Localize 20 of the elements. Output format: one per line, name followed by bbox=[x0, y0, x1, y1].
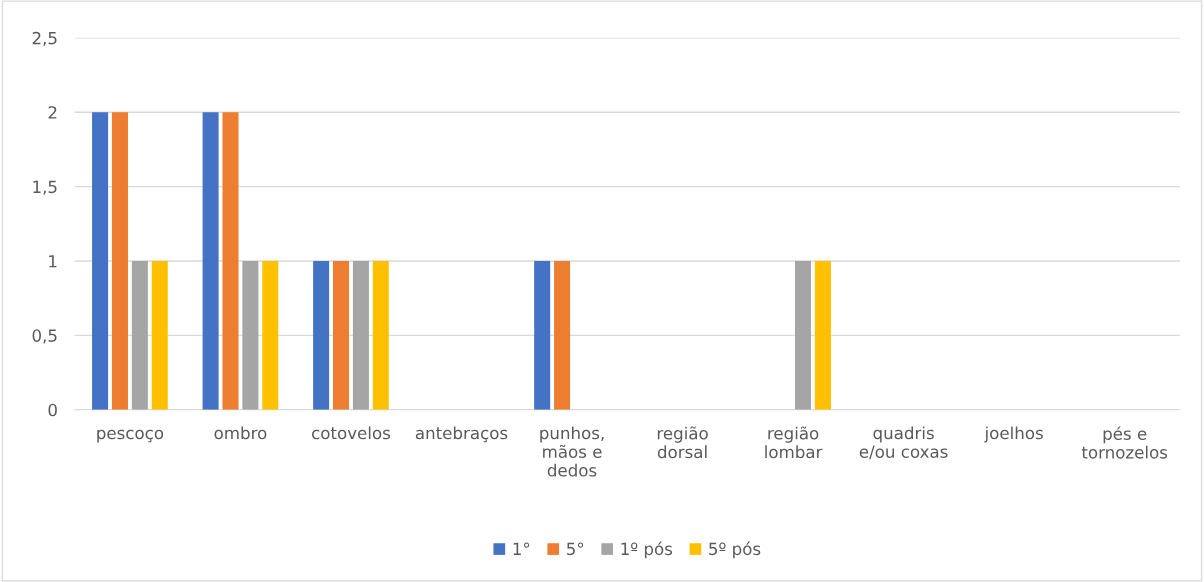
x-tick-label: ombro bbox=[214, 426, 267, 440]
legend-label: 1º pós bbox=[621, 541, 673, 559]
y-tick-label: 2,5 bbox=[32, 31, 57, 47]
x-tick-label: pés e tornozelos bbox=[1081, 426, 1168, 459]
x-tick-label: quadris e/ou coxas bbox=[859, 426, 948, 460]
x-tick-label: punhos, mãos e dedos bbox=[540, 426, 604, 477]
x-tick-label: região lombar bbox=[765, 426, 823, 459]
y-tick-label: 2 bbox=[48, 106, 57, 119]
x-tick-label: antebraços bbox=[415, 426, 508, 443]
x-tick-label: pescoço bbox=[97, 429, 164, 443]
y-tick-label: 1 bbox=[49, 255, 57, 268]
y-tick-label: 0,5 bbox=[32, 329, 57, 344]
x-tick-label: região dorsal bbox=[657, 426, 708, 459]
x-tick-label: cotovelos bbox=[312, 426, 391, 440]
legend-label: 1° bbox=[513, 542, 530, 555]
y-tick-label: 0 bbox=[48, 403, 57, 417]
legend-label: 5° bbox=[567, 542, 584, 556]
y-tick-label: 1,5 bbox=[33, 180, 57, 195]
legend-label: 5º pós bbox=[709, 541, 761, 559]
x-tick-label: joelhos bbox=[984, 426, 1043, 443]
